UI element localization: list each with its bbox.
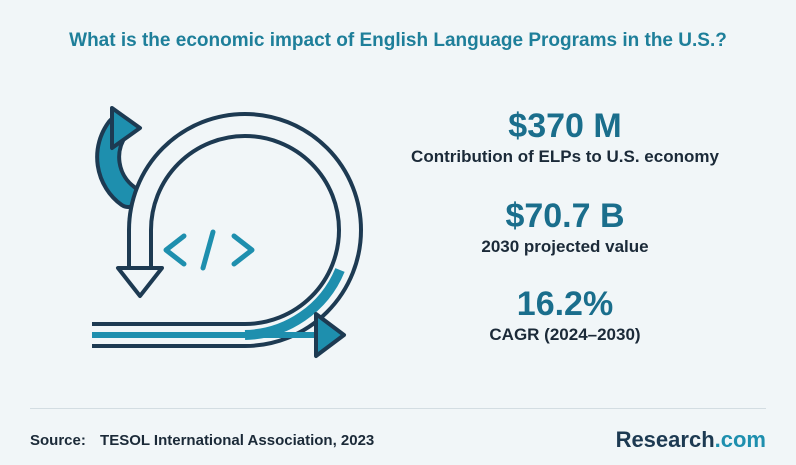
stat: 16.2% CAGR (2024–2030) xyxy=(380,284,750,346)
divider xyxy=(30,408,766,409)
title: What is the economic impact of English L… xyxy=(69,30,727,51)
brand: Research.com xyxy=(616,427,766,453)
source: Source: TESOL International Association,… xyxy=(30,432,374,449)
source-label: Source: xyxy=(30,432,86,449)
stat: $370 M Contribution of ELPs to U.S. econ… xyxy=(380,106,750,168)
icon xyxy=(92,106,363,358)
stat-value: $370 M xyxy=(508,107,622,145)
stat-value: $70.7 B xyxy=(505,197,625,235)
stat-label: Contribution of ELPs to U.S. economy xyxy=(411,147,719,166)
brand-name: Research xyxy=(615,427,715,452)
stat-value: 16.2% xyxy=(516,285,614,323)
stat: $70.7 B 2030 projected value xyxy=(380,196,750,258)
stat-label: 2030 projected value xyxy=(481,237,649,256)
stat-label: CAGR (2024–2030) xyxy=(489,325,641,344)
brand-suffix: .com xyxy=(714,427,766,452)
source-text: TESOL International Association, 2023 xyxy=(100,432,375,449)
